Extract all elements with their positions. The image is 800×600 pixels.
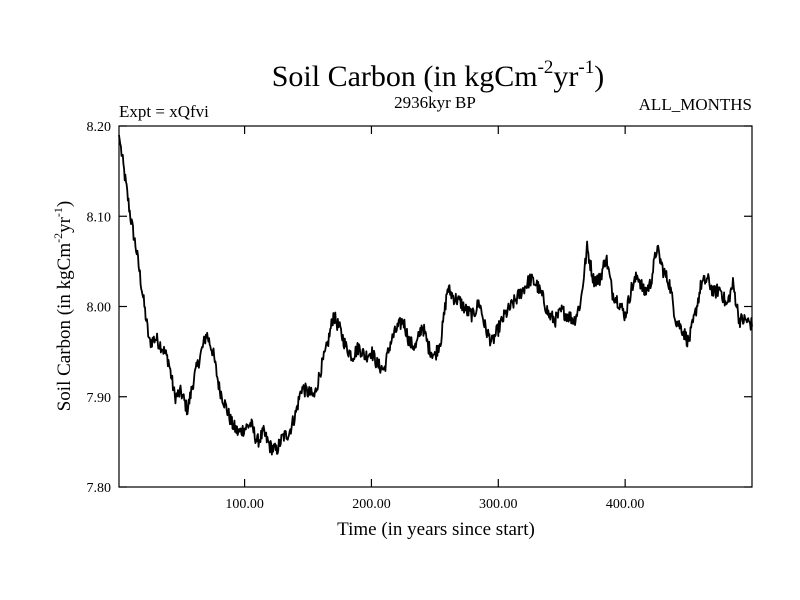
y-axis-ticks: 7.80 7.90 8.00 8.10 8.20 <box>87 120 752 496</box>
x-tick-label: 400.00 <box>606 497 645 512</box>
plot-frame <box>118 125 753 488</box>
x-axis-ticks: 100.00 200.00 300.00 400.00 <box>225 126 644 512</box>
x-axis-label: Time (in years since start) <box>337 519 535 540</box>
x-tick-label: 100.00 <box>225 497 264 512</box>
series-line-soil-carbon <box>118 134 753 456</box>
chart-title: Soil Carbon (in kgCm-2yr-1) <box>272 57 605 93</box>
y-tick-label: 7.80 <box>87 481 112 496</box>
y-tick-label: 8.10 <box>87 210 112 225</box>
x-tick-label: 300.00 <box>479 497 518 512</box>
months-label: ALL_MONTHS <box>639 95 752 114</box>
y-axis-label: Soil Carbon (in kgCm-2yr-1) <box>51 201 75 412</box>
y-tick-label: 8.00 <box>87 301 112 316</box>
x-tick-label: 200.00 <box>352 497 391 512</box>
y-tick-label: 7.90 <box>87 391 112 406</box>
y-tick-label: 8.20 <box>87 120 112 135</box>
period-label: 2936kyr BP <box>394 93 476 112</box>
experiment-label: Expt = xQfvi <box>119 102 209 121</box>
